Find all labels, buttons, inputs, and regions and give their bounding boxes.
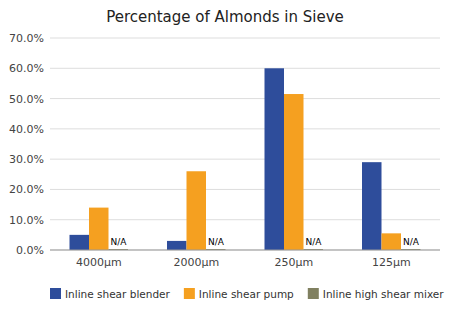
grid-line: [50, 98, 440, 99]
annotation: N/A: [111, 237, 128, 247]
legend-swatch: [184, 288, 195, 299]
y-tick-label: 70.0%: [9, 32, 44, 45]
legend-swatch: [308, 288, 319, 299]
bar: [70, 235, 90, 250]
annotation: N/A: [208, 237, 225, 247]
x-tick-label: 2000μm: [173, 256, 219, 269]
y-tick-label: 30.0%: [9, 153, 44, 166]
x-tick-label: 250μm: [274, 256, 313, 269]
y-tick-label: 20.0%: [9, 183, 44, 196]
legend-swatch: [50, 288, 61, 299]
bars: [70, 68, 421, 250]
chart: Percentage of Almonds in Sieve 0.0% 10.0% 2…: [0, 0, 450, 312]
annotations: N/A N/A N/A N/A: [111, 237, 420, 247]
title: Percentage of Almonds in Sieve: [106, 8, 344, 26]
bar: [284, 94, 304, 250]
grid-line: [50, 128, 440, 129]
legend: Inline shear blender Inline shear pump Inl…: [50, 288, 444, 300]
x-tick-label: 125μm: [372, 256, 411, 269]
bar: [89, 208, 109, 250]
legend-label: Inline high shear mixer: [323, 288, 444, 300]
bar: [265, 68, 285, 250]
bar: [187, 171, 207, 250]
bar: [362, 162, 382, 250]
x-tick-label: 4000μm: [76, 256, 122, 269]
grid-line: [50, 250, 440, 251]
legend-label: Inline shear blender: [65, 288, 171, 300]
y-tick-label: 10.0%: [9, 214, 44, 227]
y-tick-label: 40.0%: [9, 123, 44, 136]
annotation: N/A: [403, 237, 420, 247]
y-tick-label: 50.0%: [9, 93, 44, 106]
grid-line: [50, 38, 440, 39]
bar: [382, 233, 402, 250]
x-axis-line: [50, 250, 440, 251]
grid-line: [50, 159, 440, 160]
annotation: N/A: [306, 237, 323, 247]
legend-label: Inline shear pump: [199, 288, 294, 300]
y-tick-label: 0.0%: [16, 244, 44, 257]
grid: [50, 38, 440, 250]
grid-line: [50, 68, 440, 69]
bar: [167, 241, 187, 250]
y-tick-label: 60.0%: [9, 62, 44, 75]
